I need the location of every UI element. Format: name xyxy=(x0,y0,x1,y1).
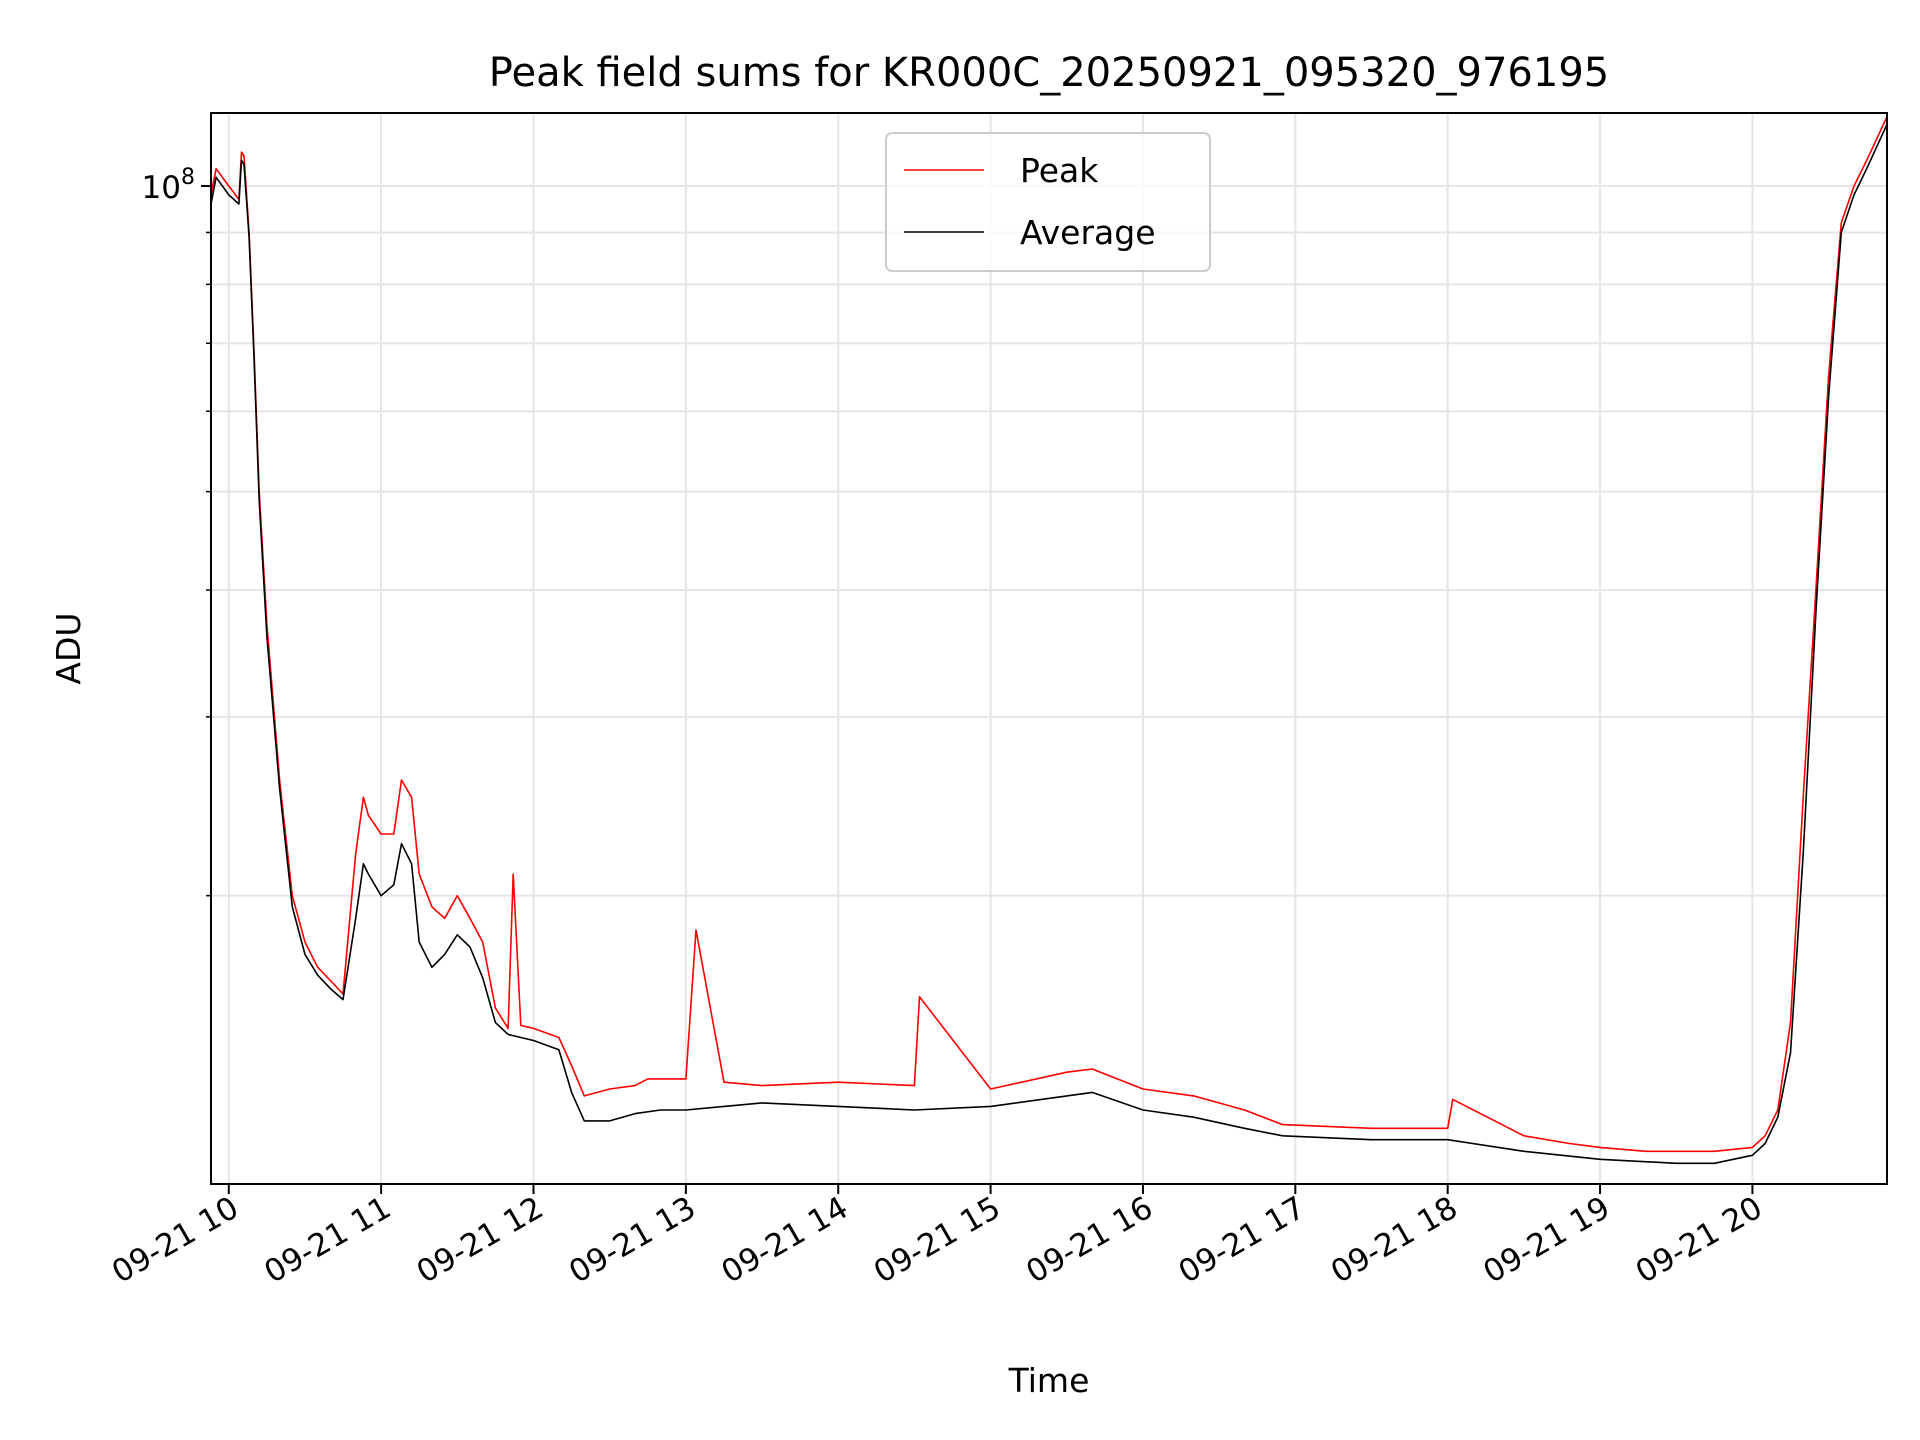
chart-title: Peak field sums for KR000C_20250921_0953… xyxy=(489,50,1609,96)
grid xyxy=(211,113,1887,1184)
y-tick-label-base: 10 xyxy=(142,170,181,206)
legend-peak-label: Peak xyxy=(1020,151,1099,190)
legend-average-label: Average xyxy=(1020,213,1156,252)
series-line-average xyxy=(210,124,1888,1165)
series-layer xyxy=(210,116,1888,1165)
legend-box xyxy=(885,132,1211,272)
plot-frame xyxy=(210,112,1888,1185)
y-tick-label-exponent: 8 xyxy=(181,165,195,190)
series-line-peak xyxy=(210,116,1888,1153)
legend: Peak Average xyxy=(885,132,1211,272)
y-axis: 108 xyxy=(142,165,211,897)
y-tick-label: 108 xyxy=(142,165,195,206)
x-axis-label: Time xyxy=(1008,1361,1090,1400)
y-axis-label: ADU xyxy=(49,612,88,684)
